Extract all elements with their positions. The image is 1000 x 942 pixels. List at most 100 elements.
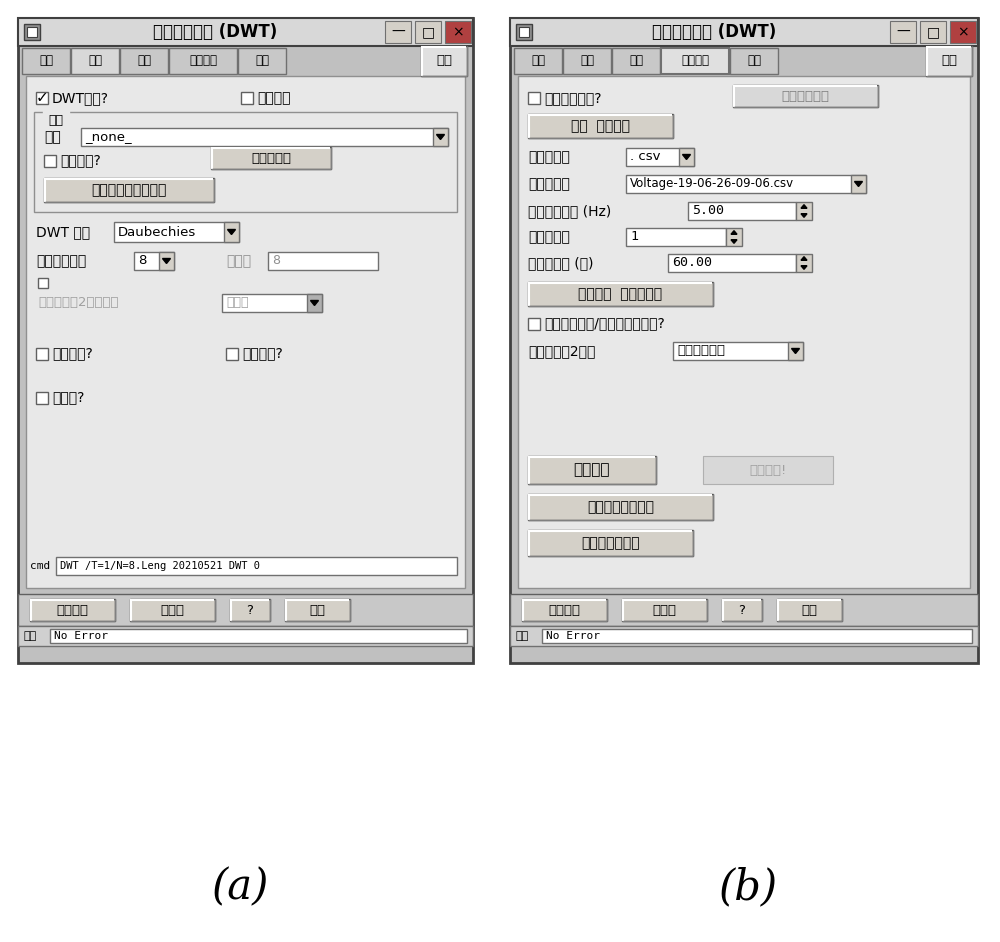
- Bar: [238, 48, 286, 74]
- Text: cmd: cmd: [30, 561, 50, 571]
- Bar: [528, 114, 673, 138]
- Bar: [34, 112, 457, 212]
- Text: 1: 1: [630, 231, 638, 243]
- Polygon shape: [682, 154, 690, 159]
- Bar: [851, 175, 866, 193]
- Text: 源数据格式: 源数据格式: [528, 150, 570, 164]
- Text: 开始分析: 开始分析: [574, 463, 610, 478]
- Bar: [626, 148, 694, 166]
- Text: 卸载我: 卸载我: [160, 604, 184, 616]
- Text: 文件分析: 文件分析: [681, 55, 709, 68]
- Text: (b): (b): [718, 866, 778, 908]
- Polygon shape: [801, 257, 807, 260]
- Bar: [120, 48, 168, 74]
- Polygon shape: [228, 230, 236, 235]
- Bar: [285, 599, 350, 621]
- Bar: [50, 629, 467, 643]
- Bar: [385, 21, 411, 43]
- Text: 关闭: 关闭: [310, 604, 326, 616]
- Text: 源文件系列: 源文件系列: [528, 177, 570, 191]
- Text: □: □: [926, 25, 940, 39]
- Polygon shape: [801, 214, 807, 218]
- Text: No Error: No Error: [546, 631, 600, 641]
- Text: 实时离散小波 (DWT): 实时离散小波 (DWT): [652, 23, 776, 41]
- Text: 参数: 参数: [580, 55, 594, 68]
- Bar: [44, 178, 214, 202]
- Text: 自动执行: 自动执行: [257, 91, 290, 105]
- Text: 设置文件夹: 设置文件夹: [251, 152, 291, 165]
- Text: DWT 母波: DWT 母波: [36, 225, 90, 239]
- Text: —: —: [896, 25, 910, 39]
- Text: 用户: 用户: [531, 55, 545, 68]
- Text: 8: 8: [138, 254, 146, 268]
- Text: Daubechies: Daubechies: [118, 225, 196, 238]
- Bar: [222, 294, 322, 312]
- Text: 已准备好!: 已准备好!: [749, 463, 787, 477]
- Bar: [22, 48, 70, 74]
- Bar: [519, 27, 529, 37]
- Bar: [518, 76, 970, 588]
- Bar: [726, 228, 742, 246]
- Polygon shape: [310, 300, 318, 305]
- Bar: [18, 18, 473, 663]
- Bar: [733, 85, 878, 107]
- Text: 5.00: 5.00: [692, 204, 724, 218]
- Bar: [211, 147, 331, 169]
- Bar: [169, 48, 237, 74]
- Bar: [18, 18, 473, 46]
- Bar: [433, 128, 448, 146]
- Text: 数据起始列: 数据起始列: [528, 230, 570, 244]
- Bar: [230, 599, 270, 621]
- Bar: [528, 456, 656, 484]
- Bar: [528, 92, 540, 104]
- Bar: [777, 599, 842, 621]
- Text: 输出: 输出: [137, 55, 151, 68]
- Text: 小波系数个数: 小波系数个数: [36, 254, 86, 268]
- Bar: [36, 92, 48, 104]
- Text: 源波平滑?: 源波平滑?: [242, 346, 283, 360]
- Text: 参数: 参数: [88, 55, 102, 68]
- Text: ?: ?: [247, 604, 253, 616]
- Bar: [24, 24, 40, 40]
- Text: DWT分析?: DWT分析?: [52, 91, 109, 105]
- Text: DWT /T=1/N=8.Leng 20210521 DWT 0: DWT /T=1/N=8.Leng 20210521 DWT 0: [60, 561, 260, 571]
- Text: Voltage-19-06-26-09-06.csv: Voltage-19-06-26-09-06.csv: [630, 177, 794, 190]
- Text: ?: ?: [739, 604, 745, 616]
- Text: 示范: 示范: [747, 55, 761, 68]
- Bar: [510, 18, 978, 46]
- Text: 提示: 提示: [515, 631, 528, 641]
- Bar: [18, 594, 473, 626]
- Text: 关闭本实验数据图: 关闭本实验数据图: [587, 500, 654, 514]
- Text: 删除未在用数据: 删除未在用数据: [581, 536, 640, 550]
- Bar: [81, 128, 448, 146]
- Polygon shape: [801, 204, 807, 208]
- Text: 如何处理非2的幂: 如何处理非2的幂: [528, 344, 595, 358]
- Bar: [673, 342, 803, 360]
- Bar: [27, 27, 37, 37]
- Bar: [528, 530, 693, 556]
- Text: 打开文件导入波面板: 打开文件导入波面板: [91, 183, 167, 197]
- Polygon shape: [436, 135, 444, 139]
- Text: 关闭: 关闭: [802, 604, 818, 616]
- Text: 输出: 输出: [629, 55, 643, 68]
- Bar: [114, 222, 239, 242]
- Bar: [415, 21, 441, 43]
- Text: 源波除噪?: 源波除噪?: [52, 346, 93, 360]
- Text: 文件分析: 文件分析: [189, 55, 217, 68]
- Bar: [920, 21, 946, 43]
- Text: 60.00: 60.00: [672, 256, 712, 269]
- Bar: [510, 18, 978, 663]
- Text: 提示: 提示: [23, 631, 36, 641]
- Text: 折叠: 折叠: [436, 55, 452, 68]
- Text: (a): (a): [211, 866, 269, 908]
- Bar: [622, 599, 707, 621]
- Text: ✓: ✓: [36, 90, 48, 106]
- Text: 选择  源文件夹: 选择 源文件夹: [571, 119, 630, 133]
- Text: 源波: 源波: [48, 114, 63, 127]
- Bar: [563, 48, 611, 74]
- Bar: [626, 175, 866, 193]
- Bar: [130, 599, 215, 621]
- Bar: [159, 252, 174, 270]
- Polygon shape: [731, 231, 737, 235]
- Bar: [522, 599, 607, 621]
